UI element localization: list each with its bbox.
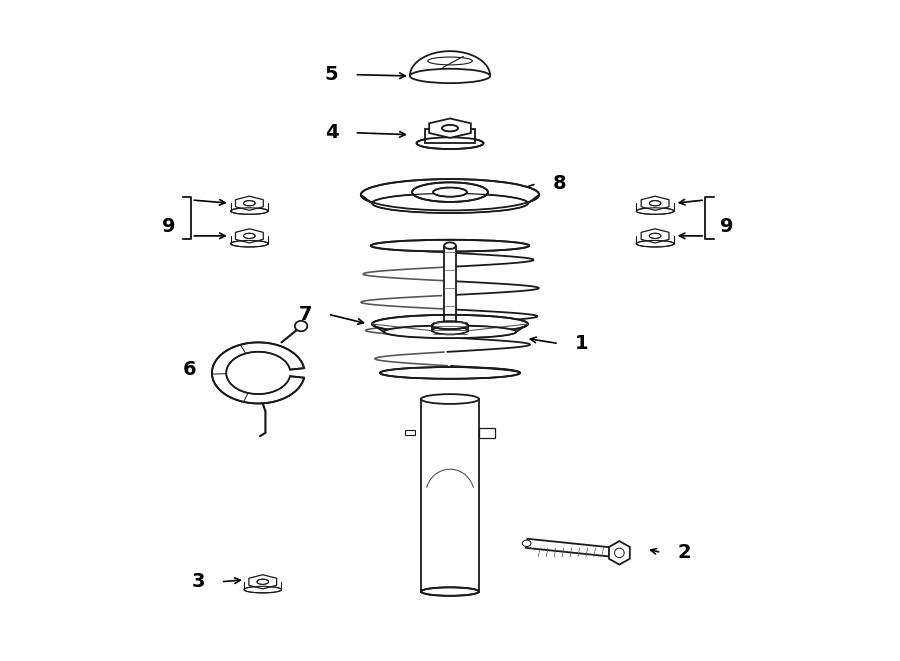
Bar	[432, 325, 468, 330]
Ellipse shape	[244, 586, 282, 593]
Text: 5: 5	[325, 65, 338, 84]
Ellipse shape	[295, 321, 307, 331]
Polygon shape	[249, 574, 276, 589]
Ellipse shape	[380, 367, 520, 379]
Polygon shape	[641, 196, 669, 210]
Ellipse shape	[361, 179, 539, 210]
Polygon shape	[429, 118, 471, 138]
Ellipse shape	[372, 315, 528, 333]
Text: 6: 6	[182, 360, 196, 379]
Text: 1: 1	[575, 334, 589, 353]
Text: 7: 7	[298, 305, 311, 324]
Ellipse shape	[649, 233, 661, 239]
Ellipse shape	[421, 588, 479, 596]
Polygon shape	[212, 342, 304, 403]
Ellipse shape	[442, 125, 458, 132]
Polygon shape	[526, 539, 616, 557]
Text: 3: 3	[192, 572, 205, 592]
Ellipse shape	[445, 243, 455, 249]
Ellipse shape	[636, 208, 674, 214]
Polygon shape	[236, 196, 264, 210]
Bar	[445, 246, 455, 330]
Ellipse shape	[257, 579, 268, 584]
Bar	[405, 430, 415, 435]
Ellipse shape	[371, 240, 529, 252]
Text: 9: 9	[720, 217, 733, 235]
Ellipse shape	[417, 137, 483, 149]
Ellipse shape	[649, 201, 661, 206]
Bar	[425, 129, 475, 143]
Ellipse shape	[372, 194, 528, 213]
Bar	[479, 428, 495, 438]
Polygon shape	[641, 229, 669, 243]
Polygon shape	[236, 229, 264, 243]
Text: 4: 4	[325, 123, 338, 142]
Ellipse shape	[432, 327, 468, 334]
Ellipse shape	[433, 188, 467, 197]
Ellipse shape	[636, 241, 674, 247]
Ellipse shape	[421, 394, 479, 404]
Ellipse shape	[230, 208, 268, 214]
Text: 8: 8	[553, 174, 566, 193]
Ellipse shape	[412, 182, 488, 202]
Text: 2: 2	[678, 543, 691, 562]
Ellipse shape	[410, 69, 490, 83]
Ellipse shape	[244, 201, 256, 206]
Ellipse shape	[432, 321, 468, 329]
Ellipse shape	[230, 241, 268, 247]
Polygon shape	[609, 541, 630, 564]
Ellipse shape	[383, 325, 517, 338]
Ellipse shape	[522, 540, 531, 547]
Text: 9: 9	[162, 217, 176, 235]
Ellipse shape	[244, 233, 256, 239]
Bar	[421, 399, 479, 592]
